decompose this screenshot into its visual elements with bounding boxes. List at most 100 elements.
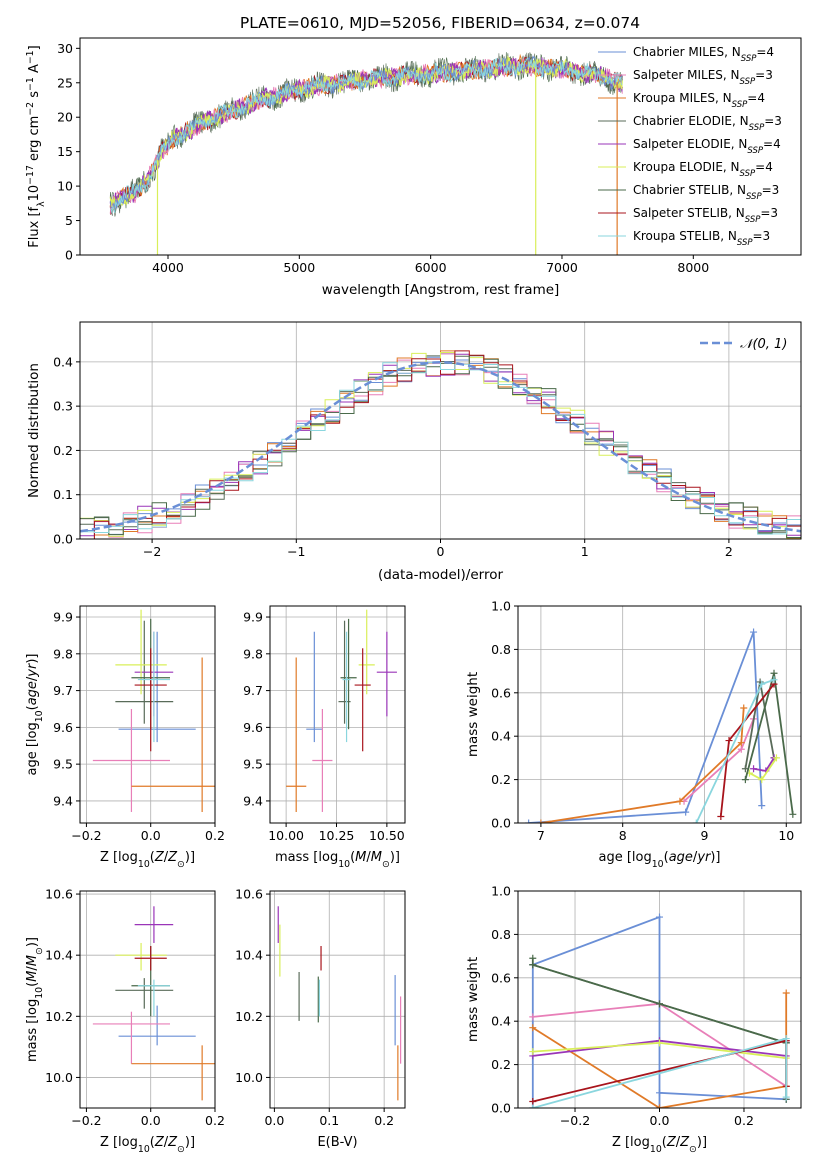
x-tick-label: 2	[725, 544, 733, 559]
y-tick-label: 0	[65, 248, 73, 263]
errorbar-salpeter-stelib	[134, 946, 167, 971]
plot-area	[525, 628, 797, 823]
y-tick-label: 9.8	[53, 646, 73, 661]
x-tick-label: −1	[287, 544, 305, 559]
y-axis-label: Flux [fλ10−17 erg cm−2 s−1 A−1]	[25, 45, 47, 247]
age-weight-panel: 7 8 9 10 0.0 0.2 0.4 0.6 0.8 1.0 age [log10(age/yr…	[465, 599, 802, 870]
x-tick-label: 0.1	[319, 1113, 339, 1128]
y-tick-label: 0.8	[491, 927, 511, 942]
y-tick-label: 0.6	[491, 685, 511, 700]
weight-series-kroupa-miles	[537, 704, 748, 823]
errorbar-kroupa-elodie	[358, 609, 375, 695]
series-marker	[529, 1097, 537, 1105]
plot-area	[80, 350, 801, 539]
x-axis-label: Z [log10(Z/Z⊙)]	[100, 850, 195, 870]
y-tick-label: 0.3	[53, 399, 73, 414]
y-tick-label: 10	[57, 179, 73, 194]
x-tick-label: 0.0	[141, 828, 161, 843]
series-marker	[741, 776, 749, 784]
x-tick-label: 5000	[283, 260, 315, 275]
legend-entry: Salpeter ELODIE, NSSP=4	[633, 137, 781, 156]
plot-area	[286, 609, 397, 812]
series-marker	[656, 1000, 663, 1008]
series-line	[540, 707, 745, 823]
errorbar-chabrier-stelib	[340, 618, 357, 730]
series-marker	[692, 819, 700, 823]
axes-frame	[269, 890, 406, 1109]
y-tick-label: 1.0	[491, 884, 511, 899]
y-tick-label: 9.4	[243, 793, 263, 808]
series-marker	[529, 1048, 537, 1056]
y-tick-label: 0.4	[491, 729, 511, 744]
spectrum-line-kroupa-stelib	[109, 57, 623, 214]
series-marker	[770, 676, 778, 684]
y-tick-label: 0.4	[53, 354, 73, 369]
series-marker	[740, 704, 748, 712]
series-marker	[725, 737, 733, 745]
x-tick-label: 0.2	[205, 828, 225, 843]
x-axis-label: Z [log10(Z/Z⊙)]	[612, 1135, 707, 1155]
plot-area	[529, 913, 790, 1108]
x-tick-label: 6000	[415, 260, 447, 275]
x-tick-label: 8	[619, 828, 627, 843]
histogram-kroupa-stelib	[80, 362, 801, 535]
x-tick-label: 0	[437, 544, 445, 559]
x-tick-label: −0.2	[71, 1113, 101, 1128]
series-marker	[772, 754, 780, 762]
errorbar-salpeter-miles	[312, 708, 333, 812]
y-tick-label: 9.7	[53, 683, 73, 698]
series-marker	[525, 819, 533, 823]
x-tick-label: 0.0	[141, 1113, 161, 1128]
series-marker	[656, 1104, 663, 1108]
extinction-mass-panel: 0.0 0.1 0.2 10.0 10.2 10.4 10.6 E(B-V)	[235, 887, 406, 1150]
errorbar-kroupa-stelib	[137, 979, 170, 1017]
legend-entry: Kroupa STELIB, NSSP=3	[633, 229, 770, 248]
y-tick-label: 9.8	[243, 646, 263, 661]
figure-title: PLATE=0610, MJD=52056, FIBERID=0634, z=0…	[240, 14, 640, 32]
y-tick-label: 0.2	[491, 772, 511, 787]
y-tick-label: 9.5	[53, 757, 73, 772]
errorbar-kroupa-miles	[131, 1045, 215, 1101]
x-tick-label: 0.2	[734, 1113, 754, 1128]
errorbar-chabrier-miles	[306, 631, 323, 743]
errorbar-kroupa-miles	[286, 657, 307, 812]
legend-entry: Chabrier MILES, NSSP=4	[633, 45, 774, 64]
x-tick-label: 10	[778, 828, 794, 843]
series-marker	[782, 989, 790, 997]
x-tick-label: 1	[581, 544, 589, 559]
spectrum-legend: Chabrier MILES, NSSP=4 Salpeter MILES, NS…	[598, 45, 782, 248]
x-tick-label: −2	[143, 544, 161, 559]
spectrum-panel: 4000 5000 6000 7000 8000 0 5 10 15 20 25 30 Chabrier…	[25, 37, 802, 298]
y-tick-label: 10.4	[45, 948, 73, 963]
weight-series-kroupa-stelib	[692, 676, 778, 823]
y-axis-label: Normed distribution	[26, 363, 42, 498]
axes-frame	[79, 37, 802, 256]
x-tick-label: −0.2	[560, 1113, 590, 1128]
y-tick-label: 20	[57, 110, 73, 125]
errorbar-salpeter-elodie	[134, 906, 174, 943]
y-tick-label: 15	[57, 144, 73, 159]
x-tick-label: 7	[537, 828, 545, 843]
y-tick-label: 10.6	[45, 887, 73, 902]
x-tick-label: 9	[701, 828, 709, 843]
y-tick-label: 25	[57, 75, 73, 90]
y-tick-label: 1.0	[491, 599, 511, 614]
x-axis-label: Z [log10(Z/Z⊙)]	[100, 1135, 195, 1155]
y-axis-label: mass weight	[465, 957, 481, 1042]
series-marker	[758, 680, 766, 688]
y-tick-label: 0.1	[53, 487, 73, 502]
x-axis-label: (data-model)/error	[378, 567, 504, 583]
series-marker	[529, 1013, 537, 1021]
series-marker	[717, 812, 725, 820]
y-tick-label: 0.4	[491, 1014, 511, 1029]
series-marker	[737, 739, 745, 747]
errorbar-salpeter-stelib	[134, 648, 167, 752]
series-marker	[737, 745, 745, 753]
y-axis-label: mass weight	[465, 672, 481, 757]
y-tick-label: 9.9	[243, 610, 263, 625]
weight-series-kroupa-stelib	[529, 1035, 790, 1108]
y-tick-label: 9.6	[243, 720, 263, 735]
x-tick-label: 10.25	[319, 828, 355, 843]
legend-entry: 𝒩(0, 1)	[740, 337, 787, 352]
